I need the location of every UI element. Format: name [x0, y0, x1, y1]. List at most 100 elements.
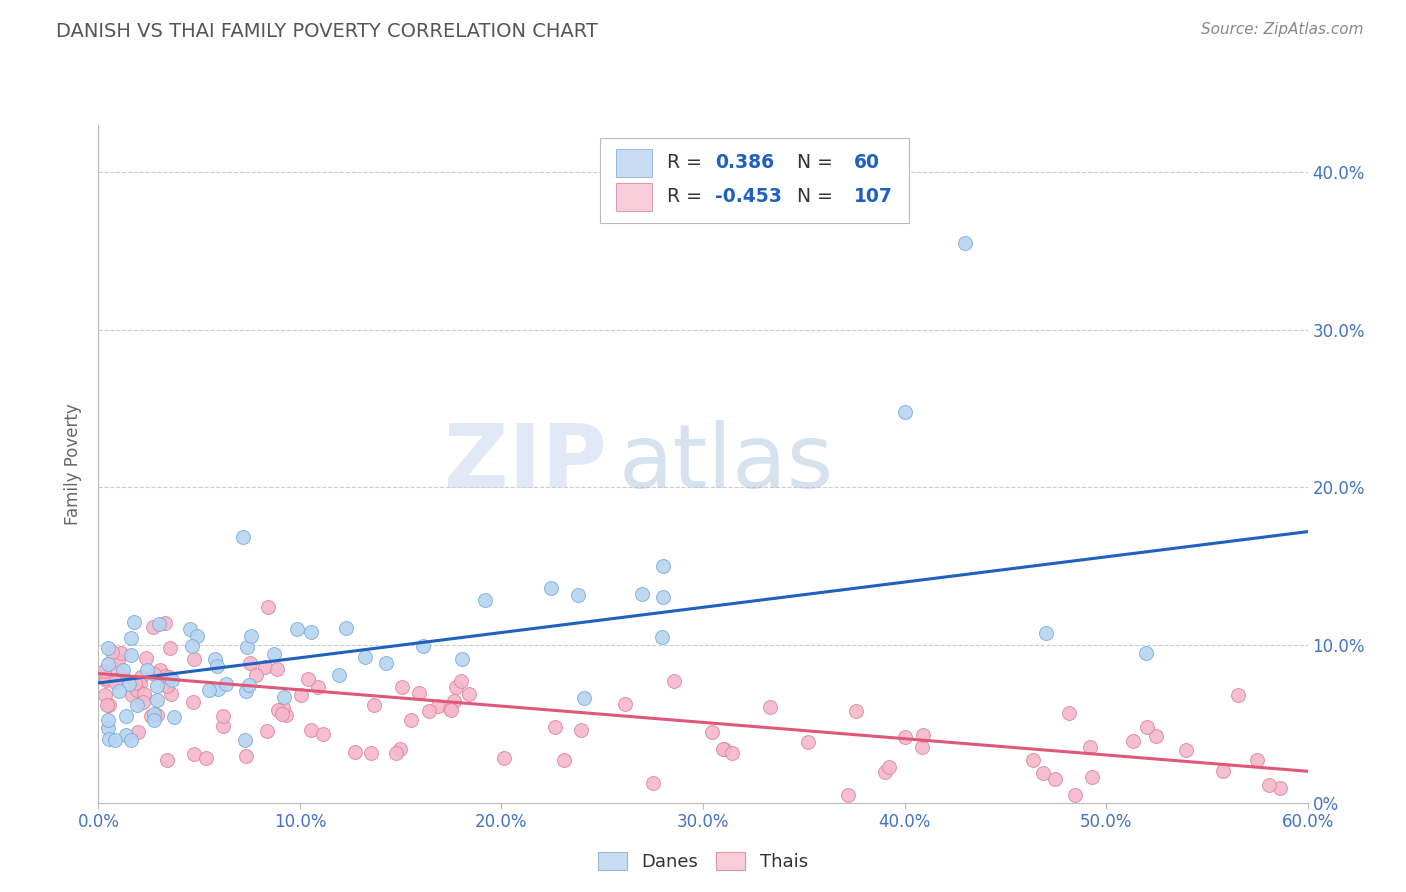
Point — [759, 699, 782, 714]
Point — [101, 645, 124, 659]
Point — [312, 726, 335, 740]
Point — [273, 690, 295, 704]
Point — [153, 616, 176, 631]
Point — [156, 679, 179, 693]
Point — [1035, 625, 1057, 640]
Point — [111, 670, 134, 684]
Point — [235, 640, 257, 654]
Point — [238, 678, 260, 692]
Point — [149, 663, 172, 677]
Point — [412, 640, 434, 654]
Point — [797, 735, 820, 749]
Point — [120, 732, 142, 747]
Point — [146, 707, 169, 722]
Point — [211, 719, 233, 733]
Point — [114, 728, 136, 742]
Point — [408, 686, 430, 700]
Point — [328, 667, 350, 681]
Point — [98, 698, 121, 713]
Point — [163, 709, 186, 723]
Text: R =: R = — [666, 187, 707, 206]
Point — [105, 662, 128, 676]
Point — [117, 677, 139, 691]
Text: DANISH VS THAI FAMILY POVERTY CORRELATION CHART: DANISH VS THAI FAMILY POVERTY CORRELATIO… — [56, 22, 598, 41]
Point — [492, 751, 515, 765]
Point — [146, 679, 169, 693]
Point — [388, 742, 411, 756]
Point — [1063, 788, 1085, 802]
Point — [212, 708, 235, 723]
Text: Source: ZipAtlas.com: Source: ZipAtlas.com — [1201, 22, 1364, 37]
Point — [181, 695, 204, 709]
Point — [443, 694, 465, 708]
Point — [253, 660, 276, 674]
Point — [439, 702, 461, 716]
Point — [157, 670, 180, 684]
Point — [893, 405, 915, 419]
Text: -0.453: -0.453 — [716, 187, 782, 206]
Point — [104, 732, 127, 747]
Point — [97, 713, 120, 727]
Point — [271, 706, 294, 721]
FancyBboxPatch shape — [616, 183, 652, 211]
Point — [360, 746, 382, 760]
Point — [142, 707, 165, 722]
Point — [135, 663, 157, 677]
Point — [124, 675, 146, 690]
Point — [643, 776, 665, 790]
Text: 0.386: 0.386 — [716, 153, 775, 172]
Point — [662, 673, 685, 688]
Point — [194, 751, 217, 765]
Point — [96, 698, 118, 713]
Point — [156, 753, 179, 767]
Point — [353, 649, 375, 664]
Point — [893, 730, 915, 744]
FancyBboxPatch shape — [616, 149, 652, 178]
Point — [1078, 739, 1101, 754]
Point — [205, 658, 228, 673]
Point — [186, 629, 208, 643]
Point — [124, 615, 146, 629]
Point — [363, 698, 385, 713]
Point — [297, 672, 319, 686]
Point — [1057, 706, 1080, 720]
Point — [544, 720, 567, 734]
Point — [266, 661, 288, 675]
Point — [344, 745, 367, 759]
Y-axis label: Family Poverty: Family Poverty — [65, 403, 83, 524]
Point — [613, 697, 636, 711]
Point — [1246, 753, 1268, 767]
Point — [125, 698, 148, 713]
Point — [1258, 778, 1281, 792]
Point — [104, 674, 127, 689]
Point — [1146, 729, 1168, 743]
Point — [572, 690, 595, 705]
Point — [215, 677, 238, 691]
Point — [127, 725, 149, 739]
Point — [256, 723, 278, 738]
Point — [391, 680, 413, 694]
Point — [567, 588, 589, 602]
Point — [160, 673, 183, 687]
Point — [299, 723, 322, 737]
Point — [652, 591, 675, 605]
Point — [299, 625, 322, 640]
Point — [399, 713, 422, 727]
Point — [651, 631, 673, 645]
Point — [335, 621, 357, 635]
Point — [111, 664, 134, 678]
Point — [142, 667, 165, 681]
Point — [845, 704, 868, 718]
Point — [911, 739, 934, 754]
Point — [181, 639, 204, 653]
Point — [197, 683, 219, 698]
Point — [107, 653, 129, 667]
Point — [569, 723, 592, 738]
Point — [1022, 753, 1045, 767]
Point — [125, 683, 148, 698]
Point — [114, 709, 136, 723]
Point — [235, 749, 257, 764]
Point — [142, 620, 165, 634]
Point — [1212, 764, 1234, 778]
Legend: Danes, Thais: Danes, Thais — [591, 845, 815, 879]
